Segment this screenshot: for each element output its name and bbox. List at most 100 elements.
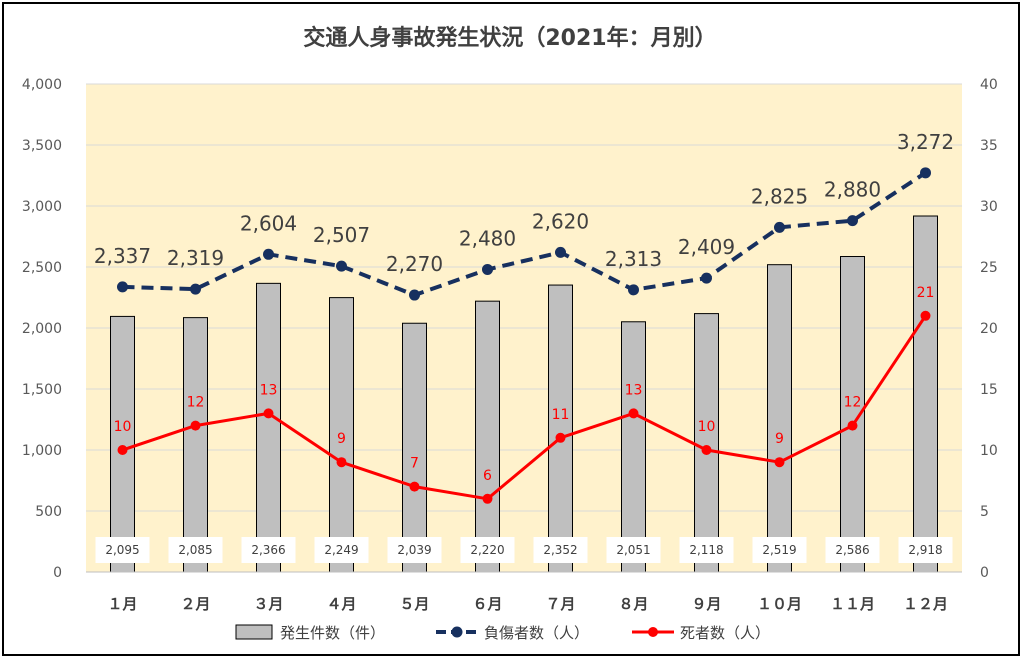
legend-marker-injury	[451, 626, 463, 638]
y-right-tick-label: 0	[980, 565, 989, 581]
bar	[402, 322, 427, 573]
injury-series-line	[122, 171, 927, 298]
y-left-tick-label: 3,500	[22, 138, 62, 154]
death-point	[482, 493, 493, 504]
death-point	[555, 432, 566, 443]
injury-data-label: 3,272	[897, 130, 954, 154]
bar-label-box	[168, 537, 223, 563]
y-right-tick-label: 30	[980, 199, 998, 215]
death-data-label: 13	[625, 382, 643, 398]
y-right-tick-label: 5	[980, 504, 989, 520]
bar	[183, 317, 208, 573]
bar-data-label: 2,519	[762, 543, 796, 557]
bar-data-label: 2,095	[105, 543, 139, 557]
injury-data-label: 2,880	[824, 178, 881, 202]
death-data-label: 10	[114, 419, 132, 435]
chart-title: 交通人身事故発生状況（2021年：月別）	[303, 26, 717, 51]
x-category-label: ８月	[618, 595, 648, 613]
injury-data-label: 2,337	[94, 244, 151, 268]
death-data-label: 10	[698, 419, 716, 435]
injury-data-label: 2,409	[678, 235, 735, 259]
death-point	[336, 457, 347, 468]
death-point	[701, 445, 712, 455]
y-left-tick-label: 4,000	[22, 77, 62, 93]
injury-point	[774, 221, 785, 233]
x-category-label: １０月	[757, 595, 802, 613]
injury-data-label: 2,604	[240, 211, 297, 235]
x-category-label: １１月	[830, 595, 875, 613]
bar	[694, 313, 719, 573]
bar-data-label: 2,586	[835, 543, 869, 557]
death-point	[920, 310, 931, 321]
bar-label-box	[95, 537, 150, 563]
bar-data-label: 2,352	[543, 543, 577, 557]
x-category-label: ５月	[399, 595, 429, 613]
bar-label-box	[460, 537, 515, 563]
injury-point	[482, 263, 493, 275]
bar	[548, 284, 573, 573]
y-left-tick-label: 2,500	[22, 260, 62, 276]
death-point	[263, 408, 274, 419]
injury-point	[555, 246, 566, 258]
death-data-label: 9	[337, 431, 346, 447]
bar-label-box	[898, 537, 953, 563]
y-left-tick-label: 2,000	[22, 321, 62, 337]
bar-label-box	[825, 537, 880, 563]
bar-label-box	[314, 537, 369, 563]
bar-data-label: 2,118	[689, 543, 723, 557]
death-point	[628, 408, 639, 419]
y-right-tick-label: 10	[980, 443, 998, 459]
injury-data-label: 2,480	[459, 226, 516, 250]
death-data-label: 12	[844, 395, 862, 411]
injury-data-label: 2,620	[532, 209, 589, 233]
death-data-label: 21	[917, 285, 935, 301]
injury-point	[628, 284, 639, 296]
x-category-label: １２月	[903, 595, 948, 613]
injury-point	[263, 248, 274, 260]
injury-point	[117, 281, 128, 293]
injury-data-label: 2,825	[751, 184, 808, 208]
injury-point	[409, 289, 420, 301]
bar-data-label: 2,918	[908, 543, 942, 557]
bar	[329, 297, 354, 573]
bar-label-box	[752, 537, 807, 563]
x-category-label: ６月	[472, 595, 502, 613]
y-left-tick-label: 3,000	[22, 199, 62, 215]
x-category-label: ７月	[545, 595, 575, 613]
bar	[767, 264, 792, 573]
legend-label-injury: 負傷者数（人）	[484, 624, 589, 642]
bar-data-label: 2,051	[616, 543, 650, 557]
y-right-tick-label: 35	[980, 138, 998, 154]
bar	[475, 300, 500, 573]
injury-data-label: 2,270	[386, 252, 443, 276]
death-data-label: 9	[775, 431, 784, 447]
injury-point	[847, 215, 858, 227]
bar	[256, 282, 281, 573]
death-series-line	[122, 314, 927, 501]
y-left-tick-label: 1,500	[22, 382, 62, 398]
bar-label-box	[241, 537, 296, 563]
bar-label-box	[387, 537, 442, 563]
death-data-label: 13	[260, 382, 278, 398]
injury-point	[920, 167, 931, 179]
x-category-label: ２月	[180, 595, 210, 613]
y-right-tick-label: 20	[980, 321, 998, 337]
y-right-tick-label: 25	[980, 260, 998, 276]
bar-label-box	[679, 537, 734, 563]
y-left-tick-label: 1,000	[22, 443, 62, 459]
bar-data-label: 2,039	[397, 543, 431, 557]
death-point	[847, 420, 858, 431]
legend-label-death: 死者数（人）	[680, 624, 770, 642]
bar	[913, 215, 938, 573]
x-category-label: ９月	[691, 595, 721, 613]
injury-data-label: 2,507	[313, 223, 370, 247]
x-category-label: １月	[107, 595, 137, 613]
injury-point	[701, 272, 712, 284]
bar-label-box	[533, 537, 588, 563]
x-category-label: ３月	[253, 595, 283, 613]
bar-data-label: 2,220	[470, 543, 504, 557]
bar-data-label: 2,366	[251, 543, 285, 557]
x-category-label: ４月	[326, 595, 356, 613]
legend-marker-death	[648, 627, 658, 637]
